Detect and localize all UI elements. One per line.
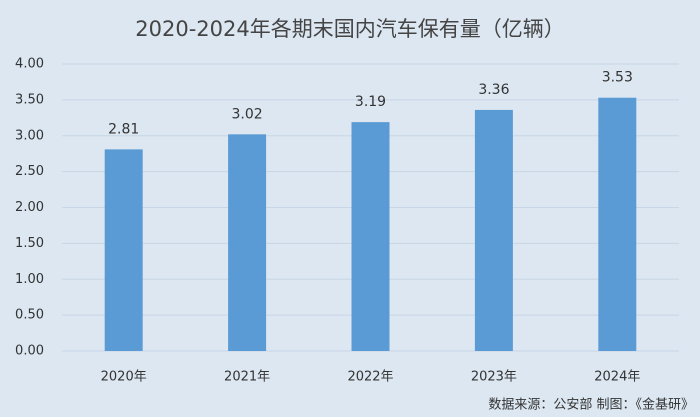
source-note: 数据来源：公安部 制图：《金基研》 — [488, 397, 694, 413]
y-tick-label: 1.00 — [15, 272, 44, 287]
y-tick-label: 1.50 — [15, 236, 44, 251]
chart-title: 2020-2024年各期末国内汽车保有量（亿辆） — [135, 17, 564, 41]
data-label: 3.36 — [478, 82, 509, 98]
y-tick-label: 4.00 — [15, 57, 44, 72]
x-tick-label: 2020年 — [101, 370, 147, 385]
x-tick-label: 2024年 — [594, 370, 640, 385]
data-label: 2.81 — [108, 121, 139, 137]
bar — [104, 149, 143, 351]
y-tick-label: 0.00 — [15, 344, 44, 359]
y-tick-label: 3.00 — [15, 128, 44, 143]
x-tick-label: 2023年 — [471, 370, 517, 385]
bar — [474, 109, 513, 351]
bar — [598, 97, 637, 351]
data-label: 3.53 — [602, 70, 633, 86]
y-tick-label: 2.00 — [15, 200, 44, 215]
data-label: 3.19 — [355, 94, 386, 110]
y-tick-label: 0.50 — [15, 308, 44, 323]
x-tick-label: 2022年 — [347, 370, 393, 385]
y-tick-label: 3.50 — [15, 92, 44, 107]
bar — [351, 122, 390, 352]
bar — [228, 134, 267, 351]
y-tick-label: 2.50 — [15, 164, 44, 179]
x-tick-label: 2021年 — [224, 370, 270, 385]
data-label: 3.02 — [232, 106, 263, 122]
